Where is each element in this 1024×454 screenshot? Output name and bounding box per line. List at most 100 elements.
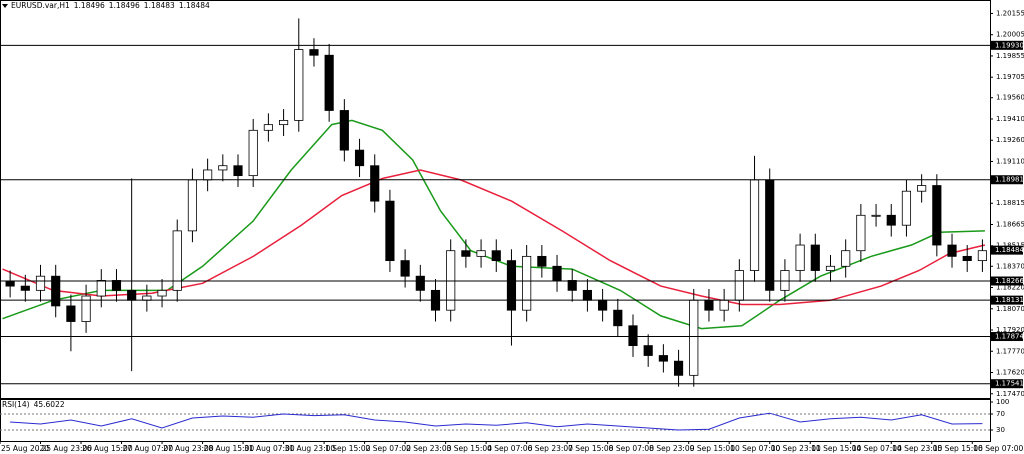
candle-body [294, 49, 304, 121]
candle-body [719, 299, 729, 311]
rsi-pane-border [0, 399, 991, 442]
rsi-value: 45.6022 [34, 400, 65, 409]
x-tick-label: 2 Sep 23:00 [406, 444, 452, 453]
candle-body [537, 255, 547, 267]
y-tick-label: 30 [996, 426, 1005, 434]
candle-body [35, 275, 46, 291]
candle-body [947, 244, 957, 257]
candle-body [203, 169, 213, 181]
candle-body [476, 250, 486, 257]
candle-body [749, 179, 760, 271]
candle-body [522, 255, 532, 311]
candle-body [339, 110, 349, 151]
candle-body [157, 289, 167, 297]
y-tick-label: 1.17770 [996, 347, 1024, 355]
candle-body [901, 190, 912, 226]
candle-body [871, 214, 881, 217]
y-tick-label: 1.18220 [996, 284, 1024, 292]
candle-body [51, 275, 61, 307]
candle-body [765, 179, 775, 291]
candle-body [461, 250, 471, 257]
plot-area [2, 18, 987, 387]
candle-body [643, 345, 653, 356]
main-pane-border [0, 0, 991, 399]
y-tick-label: 1.18070 [996, 305, 1024, 313]
candle-body [309, 49, 319, 56]
x-tick-label: 4 Sep 07:00 [487, 444, 533, 453]
x-tick-label: 8 Sep 07:00 [609, 444, 655, 453]
x-tick-label: 8 Sep 23:00 [649, 444, 695, 453]
moving-average [2, 169, 986, 306]
candle-body [370, 165, 380, 202]
candle-body [506, 260, 517, 311]
candle-body [886, 214, 896, 226]
high-price: 1.18496 [109, 1, 140, 10]
close-price: 1.18484 [179, 1, 210, 10]
candle-body [673, 360, 684, 376]
candle-body [218, 165, 228, 171]
candle-body [628, 325, 638, 346]
y-tick-label: 1.17470 [996, 390, 1024, 398]
x-tick-label: 16 Sep 07:00 [973, 444, 1023, 453]
moving-average [2, 119, 985, 330]
y-tick-label: 1.17920 [996, 326, 1024, 334]
y-tick-label: 1.17620 [996, 369, 1024, 377]
candle-body [81, 295, 91, 322]
candle-body [552, 265, 562, 281]
level-label: 1.19930 [995, 41, 1024, 49]
candle-body [598, 299, 608, 311]
candle-body [400, 260, 410, 277]
candle-body [734, 270, 744, 301]
candle-body [977, 250, 987, 262]
menu-arrow [2, 4, 8, 8]
level-label: 1.17874 [995, 333, 1024, 341]
level-label-box [991, 40, 1023, 50]
level-label: 1.18981 [995, 176, 1024, 184]
candle-body [324, 54, 334, 111]
candle-body [233, 165, 243, 177]
x-tick-label: 14 Sep 07:00 [852, 444, 902, 453]
candle-body [825, 265, 836, 271]
x-tick-label: 31 Aug 23:00 [285, 444, 336, 453]
x-tick-label: 15 Sep 15:00 [933, 444, 983, 453]
level-label-box [991, 379, 1023, 389]
last-price-label: 1.18484 [995, 246, 1024, 254]
y-tick-label: 1.18665 [996, 220, 1024, 228]
candle-body [127, 289, 137, 301]
y-tick-label: 1.19260 [996, 136, 1024, 144]
candle-body [613, 309, 623, 327]
x-tick-label: 3 Sep 15:00 [447, 444, 493, 453]
y-tick-label: 1.19110 [996, 157, 1024, 165]
candle-body [446, 250, 456, 311]
x-tick-label: 1 Sep 15:00 [325, 444, 371, 453]
rsi-title: RSI(14) [2, 400, 30, 409]
y-tick-label: 1.18815 [996, 199, 1024, 207]
last-price-box [991, 245, 1023, 255]
x-tick-label: 26 Aug 15:00 [82, 444, 133, 453]
open-price: 1.18496 [74, 1, 105, 10]
candle-body [263, 124, 273, 131]
symbol: EURUSD.var,H1 [11, 1, 70, 10]
level-label-box [991, 295, 1023, 305]
x-tick-label: 28 Aug 15:00 [204, 444, 255, 453]
x-tick-label: 27 Aug 07:00 [123, 444, 174, 453]
candle-body [279, 119, 289, 126]
level-label: 1.18131 [995, 296, 1024, 304]
x-tick-label: 25 Aug 23:00 [42, 444, 93, 453]
y-tick-label: 1.19855 [996, 52, 1024, 60]
candle-body [795, 244, 805, 271]
x-tick-label: 7 Sep 15:00 [568, 444, 614, 453]
candle-body [385, 200, 395, 262]
x-tick-label: 10 Sep 23:00 [771, 444, 821, 453]
candle-body [856, 214, 866, 252]
level-label-box [991, 332, 1023, 342]
y-tick-label: 70 [996, 410, 1005, 418]
candle-body [5, 281, 15, 287]
candle-body [187, 179, 198, 232]
candle-body [689, 299, 699, 376]
low-price: 1.18483 [144, 1, 175, 10]
rsi-header: RSI(14) 45.6022 [2, 400, 65, 409]
x-tick-label: 14 Sep 23:00 [892, 444, 942, 453]
